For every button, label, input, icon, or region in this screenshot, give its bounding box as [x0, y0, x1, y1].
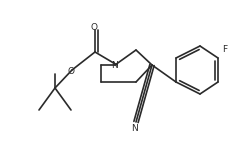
Text: O: O	[91, 22, 98, 32]
Text: O: O	[67, 66, 74, 76]
Text: F: F	[222, 45, 227, 55]
Text: N: N	[111, 61, 117, 70]
Text: N: N	[132, 124, 138, 133]
